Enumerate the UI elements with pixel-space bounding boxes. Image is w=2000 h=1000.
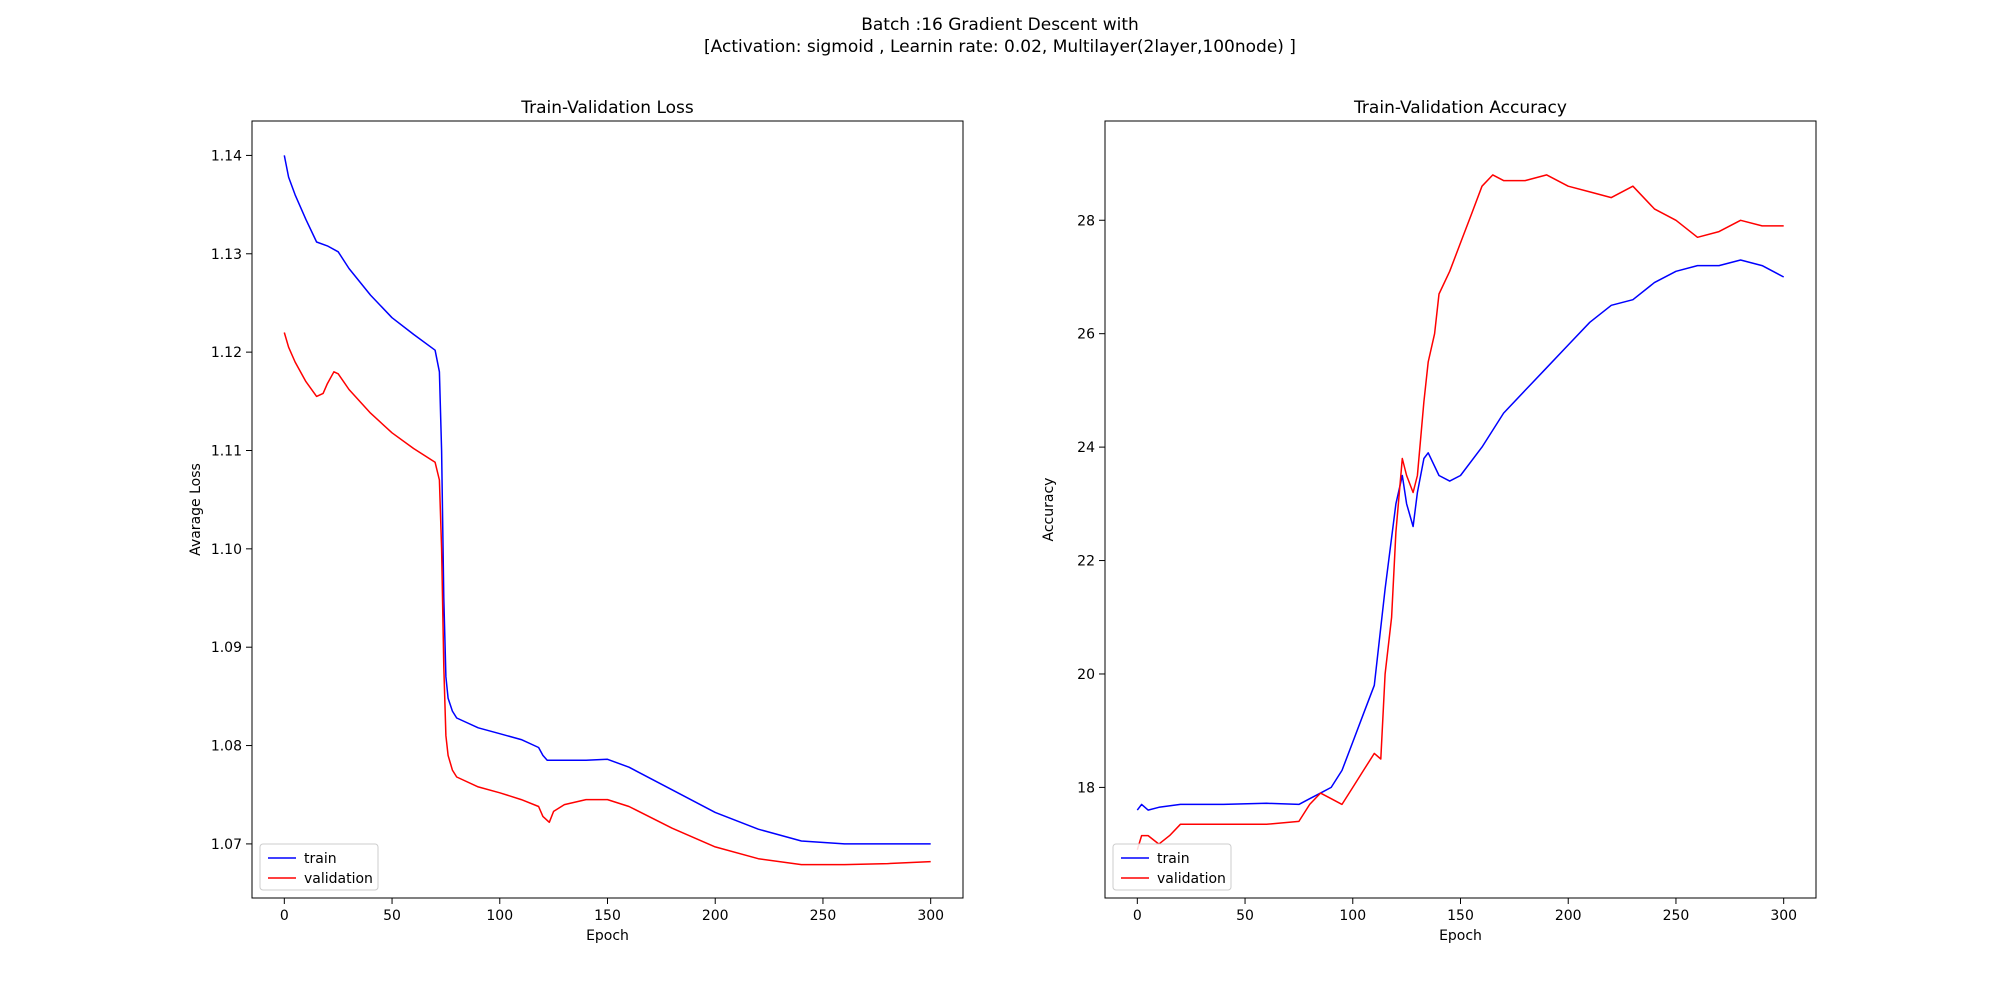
x-tick-label: 200 bbox=[1555, 908, 1582, 924]
series-line-train bbox=[283, 155, 931, 845]
y-tick-label: 1.12 bbox=[211, 345, 242, 361]
y-tick-label: 1.10 bbox=[211, 542, 242, 558]
x-tick-label: 0 bbox=[280, 908, 289, 924]
y-tick-label: 28 bbox=[1077, 213, 1095, 229]
legend-label-train: train bbox=[1157, 851, 1190, 867]
loss-chart: Train-Validation Loss 0 50 100 150 200 250 300 1… bbox=[188, 98, 964, 944]
y-tick-label: 1.11 bbox=[211, 443, 242, 459]
suptitle-line-1: Batch :16 Gradient Descent with bbox=[861, 15, 1139, 35]
series-line-train bbox=[1136, 259, 1785, 811]
chart-title: Train-Validation Accuracy bbox=[1353, 98, 1567, 118]
y-axis-label: Avarage Loss bbox=[188, 463, 204, 556]
x-tick-label: 100 bbox=[1339, 908, 1366, 924]
x-tick-label: 200 bbox=[702, 908, 729, 924]
plot-frame bbox=[251, 120, 964, 899]
x-tick-label: 150 bbox=[1447, 908, 1474, 924]
legend-label-validation: validation bbox=[304, 871, 373, 887]
legend-label-train: train bbox=[304, 851, 337, 867]
legend: train validation bbox=[259, 843, 379, 891]
x-tick-label: 0 bbox=[1133, 908, 1142, 924]
y-tick-label: 1.08 bbox=[211, 739, 242, 755]
series-line-validation bbox=[1136, 174, 1784, 851]
y-tick-label: 22 bbox=[1077, 554, 1095, 570]
chart-title: Train-Validation Loss bbox=[520, 98, 694, 118]
y-tick-label: 24 bbox=[1077, 440, 1095, 456]
y-tick-label: 18 bbox=[1077, 780, 1095, 796]
x-tick-label: 150 bbox=[594, 908, 621, 924]
x-tick-label: 50 bbox=[1236, 908, 1254, 924]
y-tick-label: 1.09 bbox=[211, 640, 242, 656]
x-axis-label: Epoch bbox=[1439, 928, 1482, 944]
figure-suptitle: Batch :16 Gradient Descent with [Activat… bbox=[0, 14, 2000, 58]
y-tick-label: 26 bbox=[1077, 327, 1095, 343]
x-tick-label: 50 bbox=[383, 908, 401, 924]
x-tick-label: 250 bbox=[810, 908, 837, 924]
y-axis-label: Accuracy bbox=[1041, 478, 1057, 542]
x-tick-label: 250 bbox=[1663, 908, 1690, 924]
accuracy-chart: Train-Validation Accuracy 0 50 100 150 200 250… bbox=[1041, 98, 1817, 944]
legend-label-validation: validation bbox=[1157, 871, 1226, 887]
y-tick-label: 20 bbox=[1077, 667, 1095, 683]
x-tick-label: 300 bbox=[917, 908, 944, 924]
y-tick-label: 1.14 bbox=[211, 148, 242, 164]
x-tick-label: 300 bbox=[1770, 908, 1797, 924]
series-line-validation bbox=[283, 332, 931, 866]
x-axis-label: Epoch bbox=[586, 928, 629, 944]
y-tick-label: 1.07 bbox=[211, 837, 242, 853]
y-tick-label: 1.13 bbox=[211, 247, 242, 263]
x-tick-label: 100 bbox=[486, 908, 513, 924]
plot-frame bbox=[1104, 120, 1817, 899]
legend: train validation bbox=[1112, 843, 1232, 891]
suptitle-line-2: [Activation: sigmoid , Learnin rate: 0.0… bbox=[704, 37, 1296, 57]
